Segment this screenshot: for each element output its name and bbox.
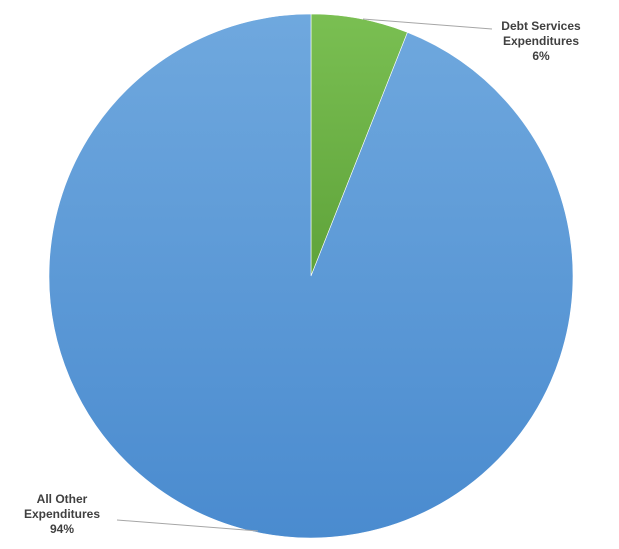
pie-slice-all-other-expenditures xyxy=(48,13,574,539)
data-label-category-line: Debt Services xyxy=(501,19,581,33)
data-label-category-line: Expenditures xyxy=(24,507,100,521)
data-label-all-other-expenditures: All Other Expenditures 94% xyxy=(24,492,100,536)
data-label-category-line: All Other xyxy=(37,492,88,506)
data-label-value: 6% xyxy=(532,49,550,63)
data-label-debt-services-expenditures: Debt Services Expenditures 6% xyxy=(501,19,581,63)
data-label-category-line: Expenditures xyxy=(503,34,579,48)
leader-line-1 xyxy=(116,519,259,532)
leader-lines xyxy=(116,18,493,532)
leader-line-0 xyxy=(362,18,493,30)
data-label-value: 94% xyxy=(50,522,74,536)
pie-slices xyxy=(48,13,574,539)
slice-labels: Debt Services Expenditures 6%All Other Expe… xyxy=(24,19,581,536)
